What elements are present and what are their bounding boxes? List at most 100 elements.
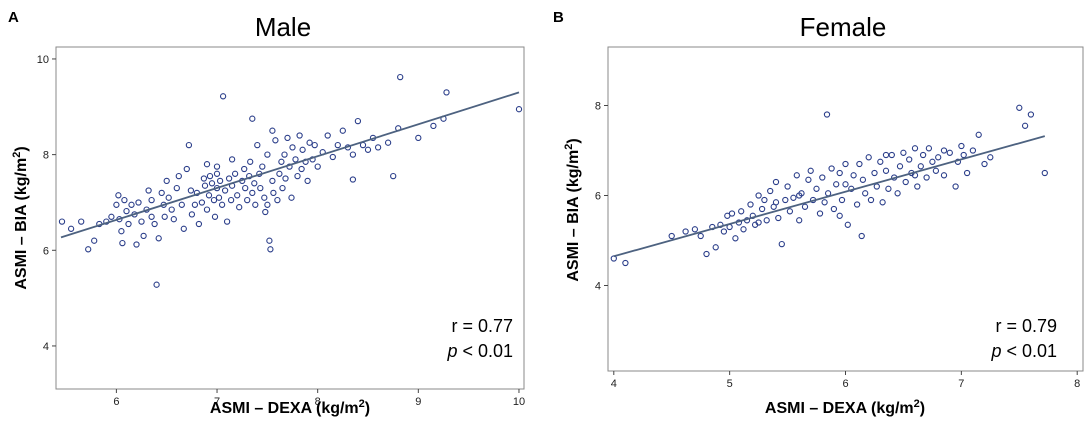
panel-a-data-point xyxy=(384,139,392,146)
panel-b-data-point xyxy=(807,167,814,174)
panel-a-data-point xyxy=(187,187,195,194)
panel-a-data-point xyxy=(269,177,276,185)
panel-a-data-point xyxy=(201,182,209,189)
panel-b-data-point xyxy=(767,187,774,195)
panel-a-data-point xyxy=(349,176,357,183)
panel-a-data-point xyxy=(276,170,283,177)
panel-a-x-axis-label: ASMI – DEXA (kg/m2) xyxy=(210,398,370,417)
panel-a-data-point xyxy=(128,201,135,208)
panel-a-data-point xyxy=(249,115,256,122)
panel-a-y-tick-label: 6 xyxy=(43,245,49,257)
panel-a-data-point xyxy=(262,208,269,216)
panel-a-data-point xyxy=(259,163,266,170)
panel-a-data-point xyxy=(180,225,187,232)
panel-a-data-point xyxy=(118,228,125,235)
panel-b-data-point xyxy=(969,147,977,154)
panel-a-data-point xyxy=(133,241,140,248)
panel-a-data-point xyxy=(135,199,142,206)
panel-b-data-point xyxy=(842,181,849,188)
panel-a-data-point xyxy=(191,201,199,208)
panel-a-data-point xyxy=(264,201,271,208)
panel-b-data-point xyxy=(1041,169,1048,177)
panel-b-data-point xyxy=(738,208,745,215)
panel-b-data-point xyxy=(896,163,904,170)
panel-b-y-axis-label-close: ) xyxy=(565,138,582,143)
panel-a-data-point xyxy=(236,204,243,211)
panel-b-data-point xyxy=(740,226,747,233)
panel-b-data-point xyxy=(873,183,880,190)
panel-a-p-symbol: p xyxy=(446,341,457,361)
panel-a-data-point xyxy=(288,194,295,201)
panel-a-data-point xyxy=(203,161,211,168)
panel-a-data-point xyxy=(247,158,254,165)
panel-b-data-point xyxy=(821,199,828,206)
panel-a-data-point xyxy=(148,213,155,220)
panel-a-y-tick-label: 8 xyxy=(43,150,49,162)
panel-b-data-point xyxy=(728,210,736,217)
panel-a-data-point xyxy=(267,246,274,253)
panel-a-data-point xyxy=(430,122,437,130)
panel-b-data-point xyxy=(796,192,803,199)
panel-a-data-point xyxy=(269,127,276,134)
panel-b-p-rest: < 0.01 xyxy=(1001,341,1057,361)
panel-b-data-point xyxy=(784,183,791,190)
panel-b-data-point xyxy=(914,183,921,190)
panel-a-data-point xyxy=(58,218,66,225)
panel-a-data-point xyxy=(241,165,248,173)
panel-a-data-point xyxy=(272,137,279,144)
panel-b-y-tick-label: 4 xyxy=(595,281,601,293)
panel-b-data-point xyxy=(975,131,982,138)
panel-a-data-point xyxy=(390,172,397,180)
panel-a-data-point xyxy=(349,151,357,158)
panel-a-data-point xyxy=(274,196,281,204)
panel-a-data-point xyxy=(223,218,231,225)
panel-a-data-point xyxy=(218,201,226,208)
panel-a-data-point xyxy=(228,156,236,163)
panel-b-data-point xyxy=(963,169,971,177)
panel-b-data-point xyxy=(865,154,872,161)
panel-a-data-point xyxy=(397,73,404,81)
panel-a-data-point xyxy=(108,213,115,220)
panel-b-data-point xyxy=(940,172,948,179)
panel-b-y-tick-label: 6 xyxy=(595,191,601,203)
panel-a-p-value: p < 0.01 xyxy=(446,341,513,361)
panel-a-letter: A xyxy=(8,9,19,26)
panel-a-x-tick-label: 9 xyxy=(415,396,421,408)
panel-b-data-point xyxy=(850,172,857,179)
panel-a-data-point xyxy=(200,175,208,182)
panel-b-data-point xyxy=(813,185,820,192)
panel-a-points xyxy=(58,73,523,288)
panel-b-x-axis-label-close: ) xyxy=(920,400,925,417)
panel-a-r-value: r = 0.77 xyxy=(451,316,513,336)
panel-a-x-tick-label: 6 xyxy=(113,396,119,408)
panel-a-data-point xyxy=(231,170,239,177)
panel-b-data-point xyxy=(772,199,780,206)
panel-b-data-point xyxy=(1021,122,1029,129)
panel-b-data-point xyxy=(925,145,933,152)
panel-b-data-point xyxy=(793,172,800,179)
panel-a-data-point xyxy=(443,89,450,96)
panel-a-data-point xyxy=(364,146,372,153)
panel-b-data-point xyxy=(867,196,875,204)
panel-a-data-point xyxy=(281,151,288,158)
panel-b-data-point xyxy=(902,178,909,186)
panel-b-data-point xyxy=(778,240,785,248)
panel-a-data-point xyxy=(213,163,221,170)
panel-a-data-point xyxy=(115,192,122,199)
panel-a-data-point xyxy=(270,189,277,197)
panel-b-y-axis-label-sup: 2 xyxy=(563,144,575,150)
panel-b-data-point xyxy=(801,203,809,210)
panel-a-data-point xyxy=(219,93,227,100)
panel-a-data-point xyxy=(354,117,362,125)
panel-b-data-point xyxy=(761,196,768,204)
panel-a-data-point xyxy=(334,141,341,149)
panel-a-data-point xyxy=(67,225,75,232)
panel-a-data-point xyxy=(203,206,211,213)
panel-a-data-point xyxy=(311,141,318,149)
panel-a-data-point xyxy=(292,156,299,163)
panel-b-data-point xyxy=(911,145,919,152)
panel-a-y-axis-label-sup: 2 xyxy=(11,152,23,158)
panel-b-data-point xyxy=(691,226,699,233)
panel-b-data-point xyxy=(758,205,766,213)
